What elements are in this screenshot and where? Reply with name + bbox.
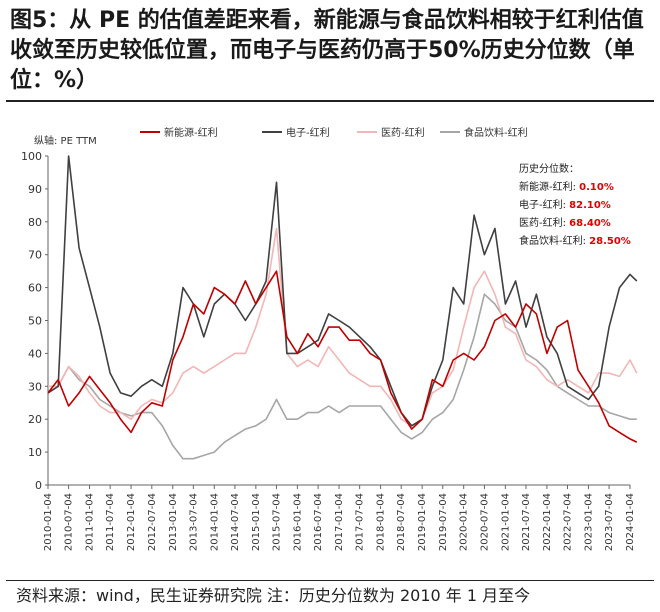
x-tick-label: 2017-01-04 <box>334 493 345 551</box>
line-chart: 新能源-红利 电子-红利 医药-红利 食品饮料-红利 纵轴: PE TTM 0 10 20… <box>21 126 638 551</box>
y-axis-label: 纵轴: PE TTM <box>34 134 97 147</box>
percentile-annotation: 历史分位数：新能源-红利: 0.10%电子-红利: 82.10%医药-红利: 6… <box>519 162 631 247</box>
legend-label: 食品饮料-红利 <box>464 126 528 139</box>
series-line-新能源 <box>47 270 638 443</box>
annotation-label: 医药-红利: <box>519 216 569 229</box>
x-tick-label: 2018-07-04 <box>396 493 407 551</box>
x-tick-label: 2014-07-04 <box>230 493 241 551</box>
x-tick-label: 2010-01-04 <box>43 493 54 551</box>
figure-title: 图5：从 PE 的估值差距来看，新能源与食品饮料相较于红利估值收敛至历史较低位置… <box>10 8 644 93</box>
x-tick-label: 2011-01-04 <box>85 493 96 551</box>
x-tick-label: 2012-07-04 <box>147 493 158 551</box>
series-line-医药 <box>48 227 638 427</box>
series-lines <box>47 155 638 460</box>
footer-divider <box>6 580 654 581</box>
x-tick-label: 2019-01-04 <box>417 493 428 551</box>
annotation-item: 新能源-红利: 0.10% <box>519 180 614 193</box>
x-tick-label: 2010-07-04 <box>64 493 75 551</box>
x-tick-label: 2023-07-04 <box>604 493 615 551</box>
x-tick-label: 2015-07-04 <box>271 493 282 551</box>
x-tick-label: 2016-07-04 <box>313 493 324 551</box>
x-tick-label: 2022-07-04 <box>563 493 574 551</box>
x-tick-label: 2023-01-04 <box>583 493 594 551</box>
series-line-食品饮料 <box>47 293 637 460</box>
x-tick-label: 2020-01-04 <box>459 493 470 551</box>
y-tick-label: 60 <box>28 282 42 295</box>
annotation-value: 82.10% <box>569 200 611 211</box>
legend-label: 电子-红利 <box>286 126 330 139</box>
y-tick-label: 10 <box>28 446 42 459</box>
y-tick-label: 80 <box>28 216 42 229</box>
y-tick-label: 0 <box>35 479 42 492</box>
annotation-item: 医药-红利: 68.40% <box>519 216 611 229</box>
x-tick-label: 2021-07-04 <box>521 493 532 551</box>
x-tick-label: 2021-01-04 <box>500 493 511 551</box>
x-tick-label: 2017-07-04 <box>355 493 366 551</box>
y-tick-label: 30 <box>28 380 42 393</box>
x-axis: 2010-01-04 2010-07-04 2011-01-04 2011-07-04… <box>43 484 636 551</box>
x-tick-label: 2016-01-04 <box>292 493 303 551</box>
source-note: 资料来源：wind，民生证券研究院 注：历史分位数为 2010 年 1 月至今 <box>16 586 531 605</box>
annotation-value: 68.40% <box>569 218 611 229</box>
x-tick-label: 2024-01-04 <box>625 493 636 551</box>
x-tick-label: 2015-01-04 <box>251 493 262 551</box>
x-tick-label: 2019-07-04 <box>438 493 449 551</box>
y-tick-label: 100 <box>21 150 42 163</box>
y-tick-label: 50 <box>28 315 42 328</box>
x-tick-label: 2022-01-04 <box>542 493 553 551</box>
annotation-value: 28.50% <box>589 236 631 247</box>
x-tick-label: 2013-07-04 <box>188 493 199 551</box>
y-tick-label: 70 <box>28 249 42 262</box>
legend-label: 新能源-红利 <box>164 126 218 139</box>
x-tick-label: 2014-01-04 <box>209 493 220 551</box>
annotation-item: 电子-红利: 82.10% <box>519 198 611 211</box>
y-tick-label: 40 <box>28 347 42 360</box>
x-tick-label: 2018-01-04 <box>376 493 387 551</box>
annotation-label: 电子-红利: <box>519 198 569 211</box>
annotation-value: 0.10% <box>579 182 614 193</box>
annotation-heading: 历史分位数： <box>519 162 579 175</box>
legend-label: 医药-红利 <box>381 126 425 139</box>
series-line-电子 <box>47 155 638 427</box>
y-tick-label: 20 <box>28 413 42 426</box>
title-divider <box>6 100 654 102</box>
annotation-label: 新能源-红利: <box>519 180 579 193</box>
x-tick-label: 2013-01-04 <box>168 493 179 551</box>
y-axis: 0 10 20 30 40 50 60 70 80 90 100 <box>21 150 49 492</box>
y-tick-label: 90 <box>28 183 42 196</box>
x-tick-label: 2012-01-04 <box>126 493 137 551</box>
annotation-item: 食品饮料-红利: 28.50% <box>519 234 631 247</box>
chart-legend: 新能源-红利 电子-红利 医药-红利 食品饮料-红利 <box>140 126 528 139</box>
annotation-label: 食品饮料-红利: <box>519 234 589 247</box>
x-tick-label: 2011-07-04 <box>105 493 116 551</box>
x-tick-label: 2020-07-04 <box>479 493 490 551</box>
